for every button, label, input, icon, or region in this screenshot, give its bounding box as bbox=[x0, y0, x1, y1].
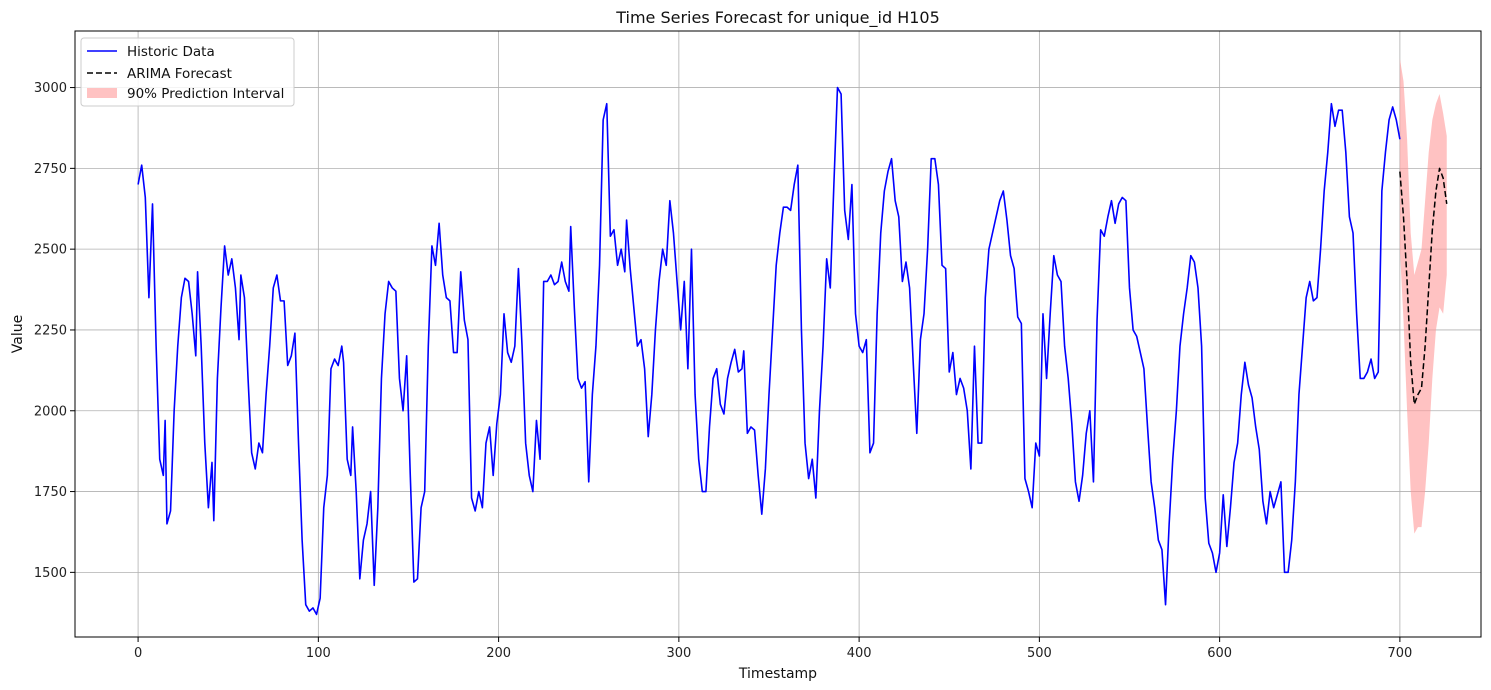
series-layer bbox=[137, 86, 1448, 616]
legend-interval-swatch bbox=[87, 88, 117, 98]
legend-box bbox=[80, 37, 295, 107]
historic-series-line bbox=[137, 86, 1401, 616]
y-tick-label: 2250 bbox=[34, 323, 67, 338]
prediction-interval-layer bbox=[1399, 58, 1447, 534]
legend-historic-label: Historic Data bbox=[127, 44, 215, 60]
x-tick-label: 100 bbox=[306, 646, 331, 661]
y-axis-label: Value bbox=[10, 315, 26, 353]
x-tick-label: 500 bbox=[1027, 646, 1052, 661]
x-tick-label: 200 bbox=[486, 646, 511, 661]
axis-ticks: 0 100 200 300 400 500 600 700 1500 1750 2000 2250 25… bbox=[34, 81, 1412, 661]
y-tick-label: 2000 bbox=[34, 404, 67, 419]
legend: Historic Data ARIMA Forecast 90% Predict… bbox=[80, 37, 295, 107]
x-tick-label: 400 bbox=[847, 646, 872, 661]
x-axis-label: Timestamp bbox=[738, 666, 817, 682]
legend-interval-label: 90% Prediction Interval bbox=[127, 86, 284, 102]
y-tick-label: 3000 bbox=[34, 81, 67, 96]
y-tick-label: 1500 bbox=[34, 566, 67, 581]
legend-forecast-label: ARIMA Forecast bbox=[127, 66, 232, 82]
x-tick-label: 600 bbox=[1207, 646, 1232, 661]
y-tick-label: 2500 bbox=[34, 243, 67, 258]
plot-frame bbox=[74, 30, 1482, 638]
chart-title: Time Series Forecast for unique_id H105 bbox=[615, 8, 940, 28]
forecast-series-line bbox=[1399, 167, 1448, 406]
x-tick-label: 700 bbox=[1387, 646, 1412, 661]
x-tick-label: 0 bbox=[134, 646, 142, 661]
prediction-interval-band bbox=[1399, 58, 1447, 534]
x-tick-label: 300 bbox=[666, 646, 691, 661]
y-tick-label: 2750 bbox=[34, 162, 67, 177]
y-tick-label: 1750 bbox=[34, 485, 67, 500]
